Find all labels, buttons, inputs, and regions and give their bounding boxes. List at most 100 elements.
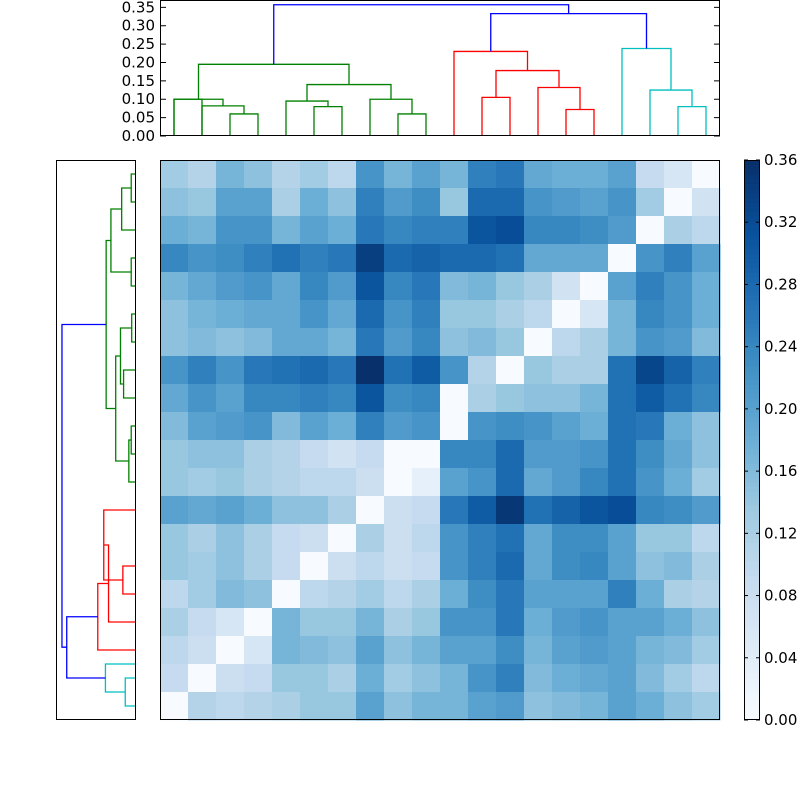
colorbar-segment <box>744 528 760 534</box>
heatmap-cell <box>328 188 357 217</box>
top-dendrogram-link <box>677 105 707 136</box>
heatmap-cell <box>608 580 637 609</box>
heatmap-cell <box>188 496 217 525</box>
colorbar-segment <box>744 253 760 259</box>
heatmap-cell <box>664 440 693 469</box>
heatmap-cell <box>272 580 301 609</box>
heatmap-cell <box>216 244 245 273</box>
heatmap-cell <box>636 160 665 189</box>
heatmap-cell <box>300 412 329 441</box>
heatmap-cell <box>664 412 693 441</box>
heatmap-cell <box>608 384 637 413</box>
heatmap-cell <box>496 664 525 693</box>
colorbar-frame <box>744 160 760 720</box>
heatmap-cell <box>440 636 469 665</box>
heatmap-cell <box>244 552 273 581</box>
heatmap-cell <box>524 328 553 357</box>
colorbar-segment <box>744 580 760 586</box>
heatmap-cell <box>412 188 441 217</box>
heatmap-cell <box>524 188 553 217</box>
heatmap-cell <box>412 552 441 581</box>
top-dendrogram-link <box>453 50 529 136</box>
heatmap-cell <box>440 608 469 637</box>
heatmap-cell <box>356 664 385 693</box>
left-dendrogram-link <box>128 439 136 483</box>
heatmap-cell <box>608 160 637 189</box>
heatmap-cell <box>664 272 693 301</box>
heatmap-cell <box>692 440 721 469</box>
heatmap-cell <box>608 608 637 637</box>
axes-frames <box>56 0 760 720</box>
colorbar-segment <box>744 328 760 334</box>
heatmap-cell <box>440 244 469 273</box>
heatmap-cell <box>328 664 357 693</box>
heatmap-cell <box>384 300 413 329</box>
heatmap-cell <box>384 328 413 357</box>
heatmap-cell <box>188 608 217 637</box>
heatmap-cell <box>636 300 665 329</box>
heatmap-cell <box>328 636 357 665</box>
heatmap-cell <box>580 496 609 525</box>
heatmap-cell <box>412 468 441 497</box>
heatmap-cell <box>188 160 217 189</box>
top-dendrogram-link <box>397 113 427 136</box>
heatmap-cell <box>440 524 469 553</box>
heatmap-cell <box>524 468 553 497</box>
heatmap-cell <box>412 244 441 273</box>
colorbar-segment <box>744 323 760 329</box>
heatmap-cell <box>188 580 217 609</box>
top-dendrogram-link <box>490 12 648 52</box>
colorbar-segment <box>744 542 760 548</box>
heatmap-cell <box>580 244 609 273</box>
heatmap-cell <box>160 384 189 413</box>
heatmap-cell <box>468 244 497 273</box>
top-dendrogram-link <box>273 4 570 65</box>
heatmap-cell <box>188 412 217 441</box>
colorbar-segment <box>744 519 760 525</box>
heatmap-cell <box>300 216 329 245</box>
heatmap-cell <box>244 580 273 609</box>
colorbar-segment <box>744 584 760 590</box>
colorbar-segment <box>744 575 760 581</box>
heatmap-cell <box>356 440 385 469</box>
heatmap-cell <box>384 188 413 217</box>
heatmap-cell <box>384 524 413 553</box>
heatmap-cell <box>328 496 357 525</box>
colorbar-segment <box>744 566 760 572</box>
heatmap-cell <box>160 580 189 609</box>
heatmap-cell <box>384 244 413 273</box>
heatmap <box>160 160 721 721</box>
heatmap-cell <box>692 580 721 609</box>
heatmap-cell <box>216 440 245 469</box>
heatmap-cell <box>356 384 385 413</box>
heatmap-cell <box>272 552 301 581</box>
top-dendrogram-link <box>173 98 203 136</box>
colorbar-segment <box>744 444 760 450</box>
heatmap-cell <box>328 300 357 329</box>
colorbar-segment <box>744 398 760 404</box>
heatmap-cell <box>160 412 189 441</box>
heatmap-cell <box>160 244 189 273</box>
heatmap-cell <box>188 524 217 553</box>
top-dendrogram-link <box>201 105 245 136</box>
heatmap-cell <box>412 608 441 637</box>
heatmap-cell <box>524 160 553 189</box>
colorbar-segment <box>744 678 760 684</box>
heatmap-cell <box>692 300 721 329</box>
colorbar-segment <box>744 267 760 273</box>
top-dendrogram-link <box>313 105 343 136</box>
heatmap-cell <box>496 692 525 721</box>
heatmap-cell <box>664 216 693 245</box>
heatmap-cell <box>608 356 637 385</box>
heatmap-cell <box>356 692 385 721</box>
heatmap-cell <box>440 328 469 357</box>
heatmap-cell <box>496 216 525 245</box>
heatmap-cell <box>580 300 609 329</box>
heatmap-cell <box>468 496 497 525</box>
colorbar-segment <box>744 664 760 670</box>
heatmap-cell <box>580 636 609 665</box>
colorbar-tick-label: 0.08 <box>764 587 797 605</box>
heatmap-cell <box>524 552 553 581</box>
heatmap-cell <box>608 468 637 497</box>
heatmap-cell <box>412 160 441 189</box>
